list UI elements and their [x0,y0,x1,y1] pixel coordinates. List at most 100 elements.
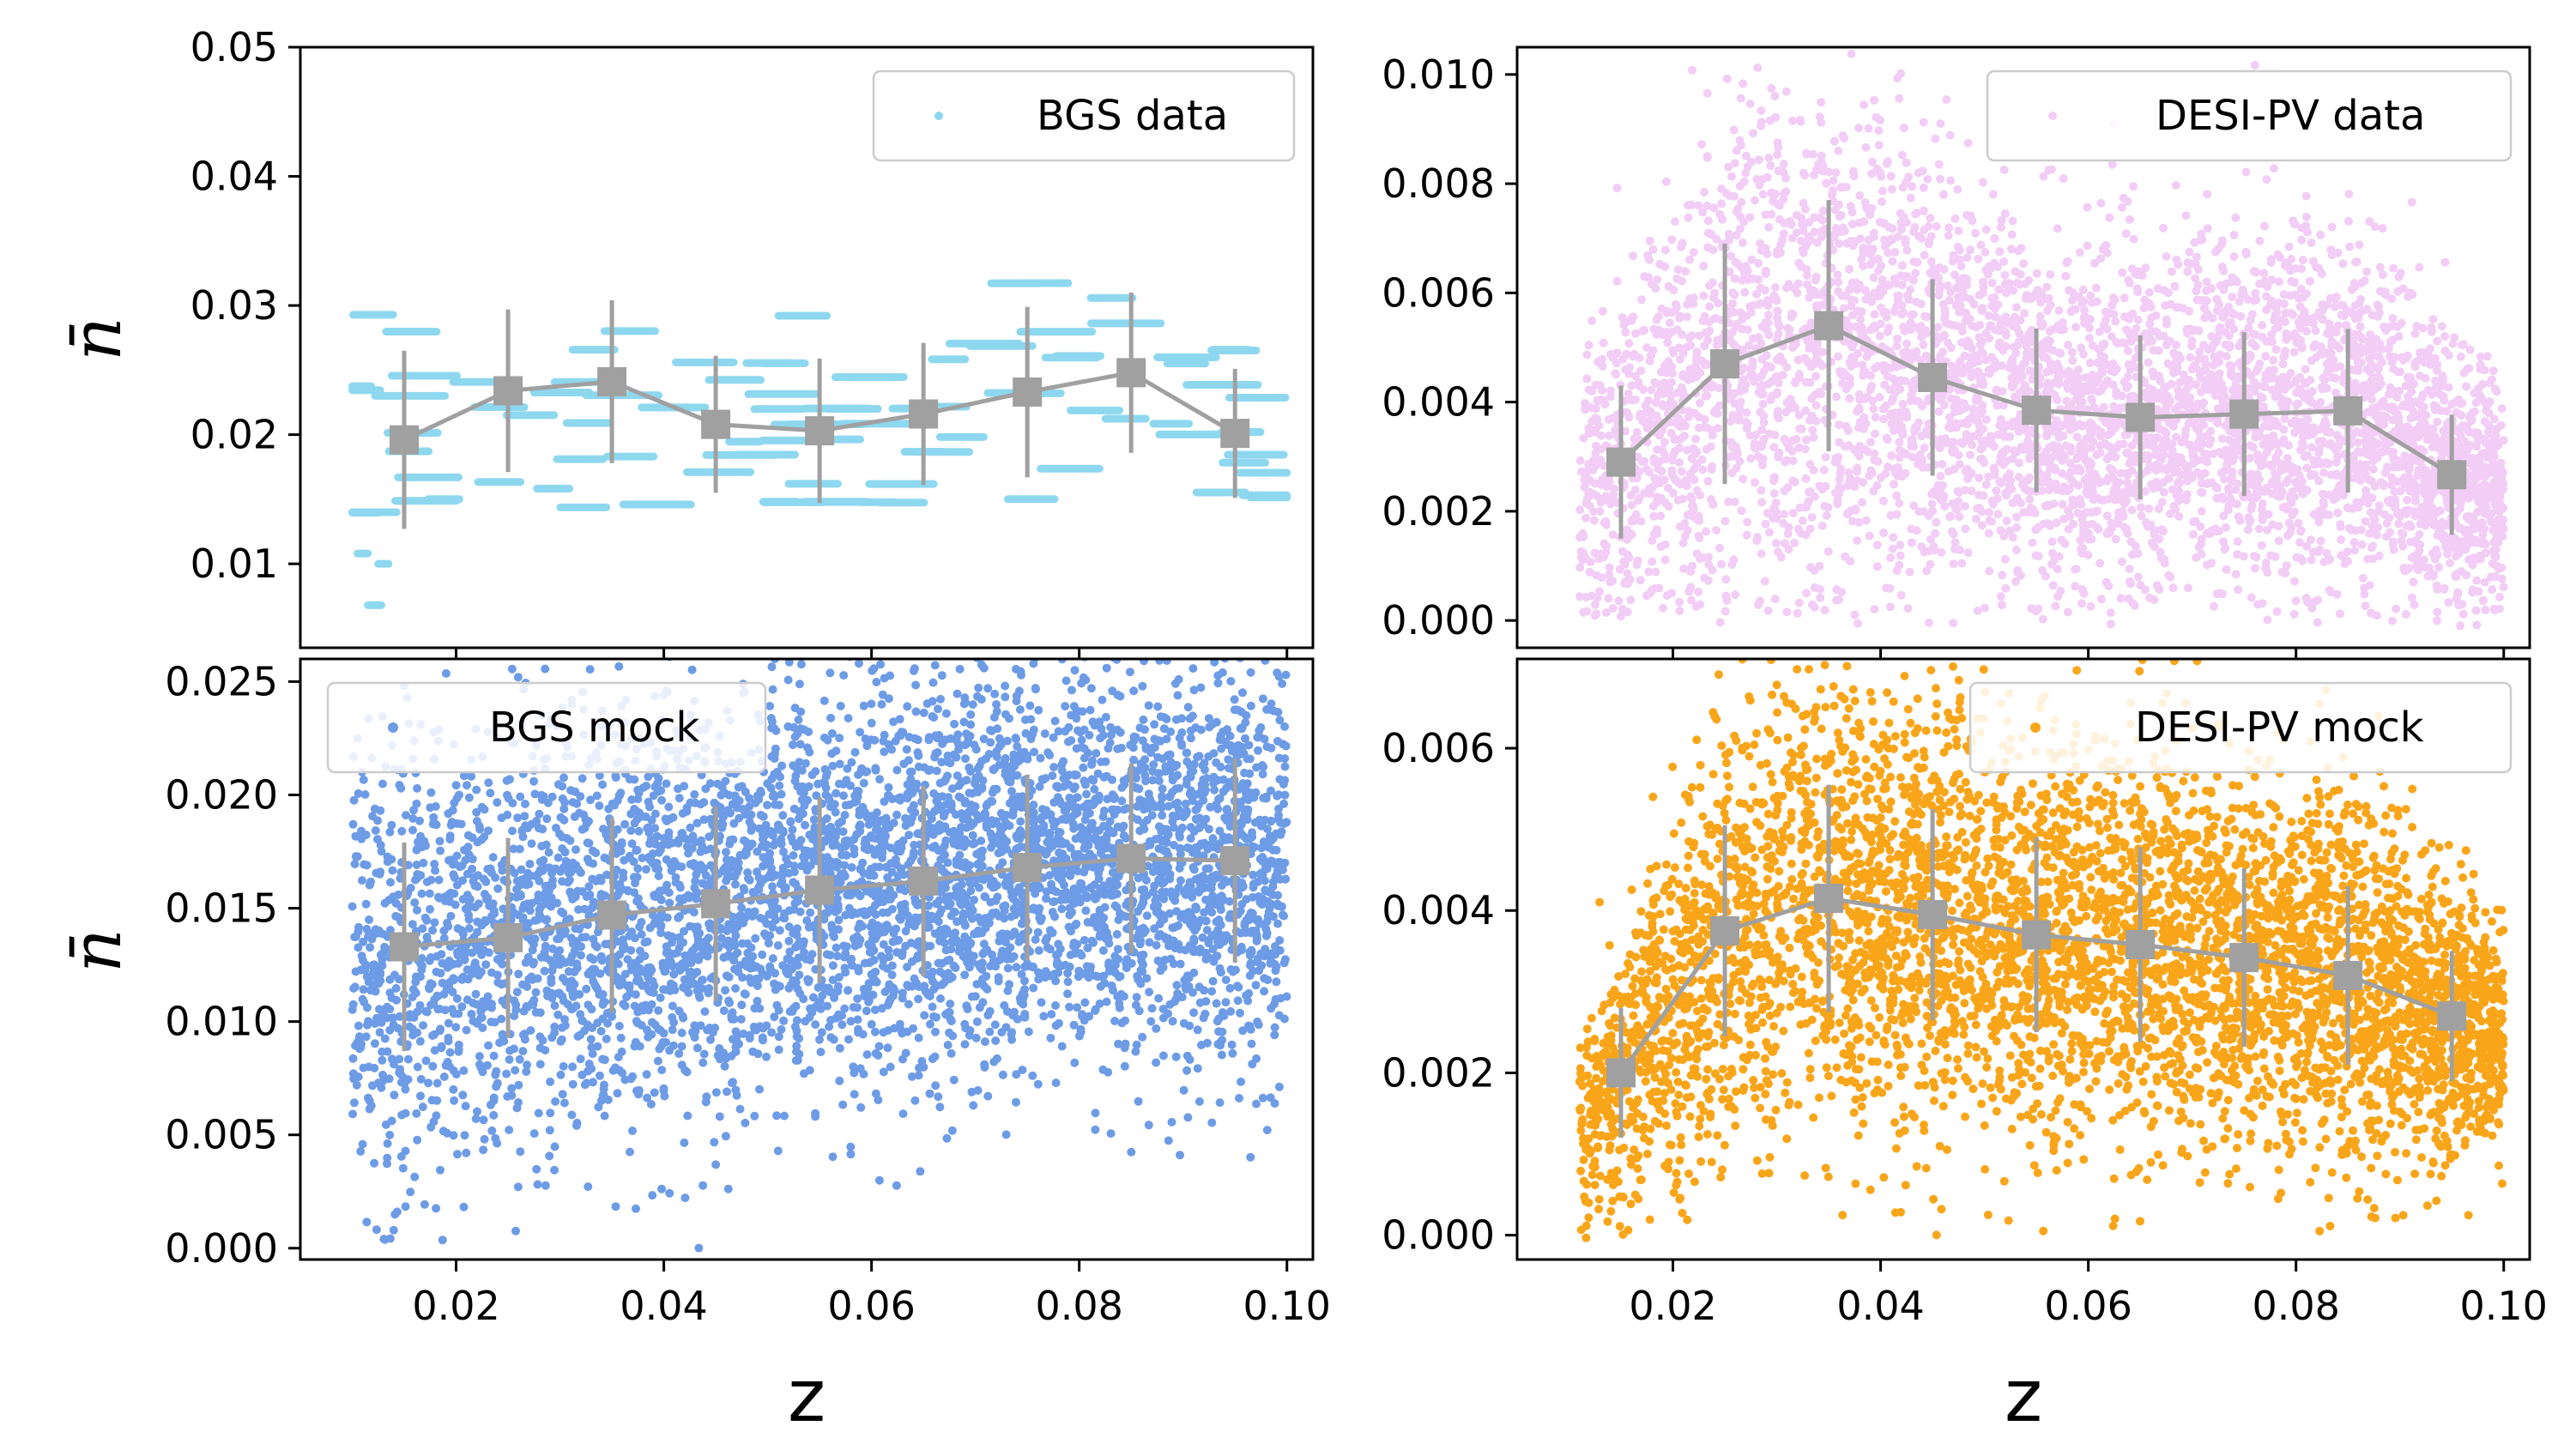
scatter-point [1847,353,1857,362]
binned-mean-marker [805,416,835,446]
scatter-point [1886,409,1896,419]
scatter-point [1905,567,1914,577]
scatter-point [2014,458,2023,468]
scatter-point [2186,353,2195,362]
scatter-point [2326,438,2336,448]
scatter-point [2024,429,2034,438]
scatter-point [1714,424,1722,433]
scatter-point [2307,443,2316,452]
scatter-point [2046,270,2055,279]
y-ticks: 0.010.020.030.040.05 [190,24,300,587]
scatter-point [2480,577,2489,587]
scatter-point [2446,559,2455,568]
scatter-point [1715,209,1725,219]
scatter-point [2291,478,2301,487]
scatter-point [1661,245,1670,255]
scatter-point [2100,340,2109,349]
scatter-point [2433,584,2442,594]
scatter-point [2088,396,2097,405]
scatter-point [2011,267,2020,276]
scatter-point [2042,367,2052,377]
scatter-point [1704,553,1714,562]
scatter-point [2122,478,2132,487]
scatter-point [1775,414,1783,423]
scatter-point [1800,444,1810,454]
scatter-point [1954,227,1963,236]
scatter-point [2470,389,2479,398]
scatter-point [1953,242,1962,251]
scatter-point [1981,225,1991,234]
scatter-point [2368,395,2376,404]
scatter-point [1811,372,1821,381]
scatter-point [1895,426,1904,434]
scatter-point [2053,565,2062,574]
scatter-point [2015,388,2024,397]
scatter-point [1834,352,1843,361]
scatter-point [2282,330,2291,340]
scatter-point [1909,257,1919,266]
scatter-point [2139,304,2149,312]
scatter-point [1939,265,1949,274]
scatter-point [1627,517,1636,526]
scatter-point [2171,180,2180,190]
scatter-point [2303,427,2312,437]
scatter-point [1908,182,1917,191]
scatter-point [1587,591,1597,601]
scatter-point [2259,382,2269,391]
scatter-point [2301,365,2310,374]
scatter-point [1979,282,1988,292]
scatter-point [2053,367,2063,377]
scatter-point [1920,444,1929,452]
scatter-point [2381,532,2391,541]
scatter-point [1978,443,1987,452]
scatter-point [2362,267,2372,276]
scatter-point [1641,402,1650,410]
scatter-point [2306,535,2315,545]
scatter-point [1758,438,1768,447]
scatter-point [1654,312,1663,322]
scatter-point [2122,486,2132,495]
scatter-point [1757,118,1766,127]
scatter-point [1758,454,1768,463]
scatter-point [2276,253,2285,263]
scatter-point [1812,301,1821,311]
scatter-point [1580,399,1589,408]
scatter-point [1914,418,1923,427]
scatter-point [2102,476,2112,486]
scatter-point [2241,247,2251,257]
scatter-point [2111,317,2120,326]
scatter-point [2428,315,2438,324]
scatter-point [1696,600,1705,609]
scatter-point [1895,94,1904,103]
scatter-point [2091,283,2101,293]
scatter-point [2077,544,2085,553]
scatter-point [2407,197,2416,207]
scatter-point [1737,506,1746,516]
scatter-point [2211,247,2221,257]
scatter-point [1950,538,1960,547]
scatter-point [2426,344,2434,353]
scatter-point [2163,359,2173,368]
scatter-point [2368,372,2378,382]
scatter-point [2337,472,2347,481]
scatter-point [2488,559,2497,568]
scatter-point [1752,536,1762,546]
scatter-point [1663,332,1672,341]
scatter-point [2443,549,2452,559]
scatter-point [2458,398,2467,408]
scatter-point [2325,511,2334,520]
scatter-point [1909,275,1918,285]
scatter-point [1940,314,1950,323]
scatter-point [1738,315,1747,324]
scatter-point [1739,474,1748,484]
scatter-point [2495,592,2504,601]
scatter-point [2018,425,2028,434]
scatter-point [1720,607,1730,616]
scatter-point [2281,569,2290,578]
scatter-point [1854,124,1864,133]
scatter-point [2267,337,2277,347]
scatter-point [1676,311,1685,321]
scatter-point [2403,495,2412,504]
scatter-point [1860,286,1870,295]
scatter-point [1788,116,1797,125]
